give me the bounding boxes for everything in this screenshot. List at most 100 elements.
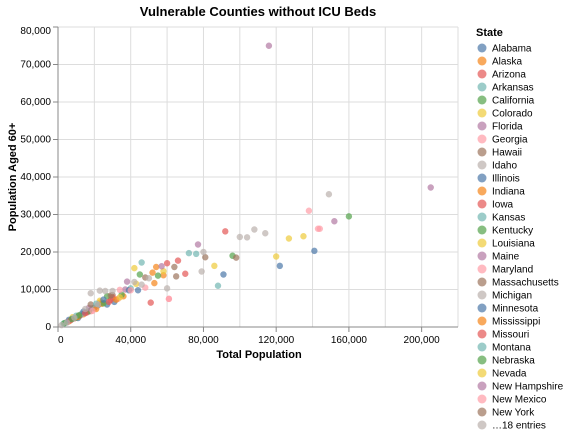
legend-label: Arkansas (492, 83, 534, 94)
legend-swatch (477, 147, 487, 157)
data-point (109, 287, 116, 295)
gridlines (57, 26, 459, 328)
legend-swatch (477, 355, 487, 365)
legend-label: New Mexico (492, 395, 547, 406)
data-point (285, 235, 293, 242)
data-point (105, 298, 113, 306)
data-point (87, 290, 94, 297)
data-point (127, 287, 134, 294)
legend-label: Minnesota (492, 304, 539, 315)
legend-swatch (477, 173, 487, 183)
data-point (147, 299, 154, 306)
data-point (136, 271, 144, 278)
data-point (87, 301, 94, 308)
data-point (145, 275, 153, 282)
data-point (272, 253, 280, 260)
data-point (311, 247, 318, 255)
legend-swatch (477, 82, 487, 92)
data-point (94, 301, 102, 308)
data-point (222, 228, 229, 235)
x-tick-label: 120,000 (258, 335, 295, 346)
legend-label: New York (492, 408, 535, 419)
data-point (123, 278, 131, 285)
legend-swatch (477, 160, 487, 170)
data-point (131, 278, 138, 286)
legend-swatch (477, 225, 487, 235)
x-tick-label: 200,000 (404, 335, 441, 346)
legend-swatch (477, 277, 487, 287)
data-point (102, 287, 109, 295)
data-point (82, 305, 89, 313)
legend-swatch (477, 199, 487, 209)
legend-label: Maine (492, 252, 520, 263)
data-point (171, 263, 178, 271)
legend-label: Nebraska (492, 356, 535, 367)
legend-swatch (477, 108, 487, 118)
legend-label: Florida (492, 122, 523, 133)
data-point (202, 254, 209, 261)
legend-label: California (492, 96, 535, 107)
axes: 0 40,000 80,000 120,000 160,000 200,000 0 10,00… (20, 26, 458, 346)
data-point (96, 287, 104, 294)
data-point (174, 257, 182, 264)
x-axis-title: Total Population (216, 349, 302, 361)
legend-swatch (477, 56, 487, 66)
x-tick-label: 0 (58, 335, 64, 346)
data-point (152, 263, 160, 271)
data-point (163, 285, 171, 292)
legend-swatch (477, 186, 487, 196)
data-point (151, 279, 158, 287)
legend-swatch (477, 316, 487, 326)
data-point (214, 282, 222, 289)
y-tick-label: 0 (45, 322, 51, 333)
legend-swatch (477, 394, 487, 404)
legend-label: Mississippi (492, 317, 540, 328)
data-point (314, 225, 322, 232)
legend-label: …18 entries (492, 421, 546, 432)
data-point (262, 230, 269, 237)
legend-label: Idaho (492, 161, 517, 172)
data-point (158, 263, 165, 270)
data-point (305, 207, 313, 214)
legend-swatch (477, 212, 487, 222)
y-axis-title: Population Aged 60+ (7, 123, 19, 232)
x-tick-label: 160,000 (331, 335, 368, 346)
legend-label: Iowa (492, 200, 514, 211)
legend-swatch (477, 69, 487, 79)
legend-label: Alaska (492, 57, 522, 68)
data-point (116, 286, 124, 294)
legend-label: Kansas (492, 213, 525, 224)
data-point (165, 295, 173, 303)
legend-swatch (477, 264, 487, 274)
legend: State Alabama Alaska Arizona Arkansas Califo… (476, 27, 564, 432)
data-point (89, 307, 96, 315)
data-point (149, 269, 156, 276)
x-tick-label: 40,000 (115, 335, 146, 346)
legend-label: Hawaii (492, 148, 522, 159)
legend-title: State (476, 27, 503, 39)
legend-label: Colorado (492, 109, 533, 120)
chart-title: Vulnerable Counties without ICU Beds (140, 4, 376, 19)
legend-label: Missouri (492, 330, 529, 341)
data-point (194, 241, 202, 248)
legend-swatch (477, 342, 487, 352)
y-tick-label: 20,000 (20, 247, 51, 258)
legend-label: Massachusetts (492, 278, 559, 289)
data-point (276, 262, 284, 270)
legend-label: Georgia (492, 135, 528, 146)
data-point (138, 259, 145, 266)
data-point (200, 248, 207, 256)
legend-swatch (477, 303, 487, 313)
data-point (154, 272, 162, 279)
legend-swatch (477, 420, 487, 430)
legend-label: New Hampshire (492, 382, 564, 393)
data-point (131, 264, 138, 272)
data-point (198, 268, 205, 275)
data-point (220, 271, 227, 278)
legend-label: Alabama (492, 44, 532, 55)
legend-label: Illinois (492, 174, 520, 185)
data-point (265, 42, 273, 49)
legend-swatch (477, 290, 487, 300)
legend-swatch (477, 43, 487, 53)
